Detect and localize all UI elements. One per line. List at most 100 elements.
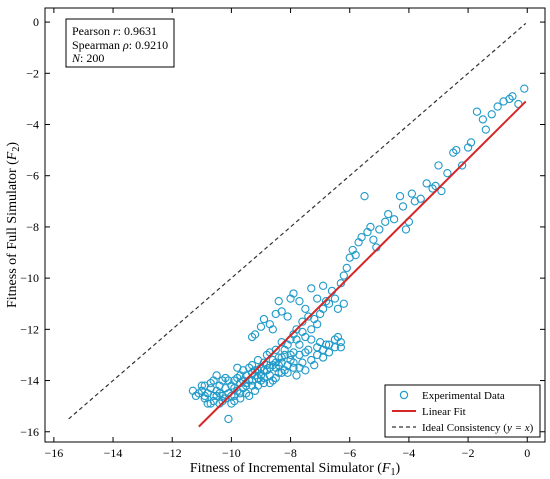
data-point xyxy=(330,335,340,344)
data-point xyxy=(416,194,425,203)
data-point xyxy=(265,363,275,372)
data-point xyxy=(295,363,304,372)
data-point xyxy=(360,192,369,201)
data-point xyxy=(336,343,346,352)
data-point xyxy=(342,263,351,273)
data-point xyxy=(268,325,277,334)
y-tick-label: −14 xyxy=(20,374,39,388)
data-point xyxy=(339,299,348,308)
data-point xyxy=(209,376,218,385)
data-point xyxy=(398,202,408,211)
legend-label-data: Experimental Data xyxy=(422,390,505,402)
data-point xyxy=(466,138,476,147)
data-point xyxy=(324,299,334,308)
data-point xyxy=(375,225,384,234)
experimental-data-points xyxy=(188,84,529,424)
data-point xyxy=(395,192,405,201)
data-point xyxy=(224,414,233,424)
y-tick-label: −8 xyxy=(26,220,39,234)
data-point xyxy=(242,381,251,390)
data-point xyxy=(493,102,502,111)
x-tick-label: −10 xyxy=(222,446,241,460)
x-tick-label: −16 xyxy=(44,446,63,460)
data-point xyxy=(357,233,366,242)
x-tick-label: 0 xyxy=(524,446,530,460)
data-point xyxy=(274,297,283,306)
legend: Experimental Data Linear Fit Ideal Consi… xyxy=(384,384,541,438)
y-tick-label: −6 xyxy=(26,169,39,183)
data-point xyxy=(401,225,411,234)
data-point xyxy=(200,391,209,401)
data-point xyxy=(336,279,346,288)
x-tick-label: −6 xyxy=(343,446,356,460)
data-point xyxy=(259,373,269,383)
data-point xyxy=(236,371,245,380)
data-point xyxy=(197,381,206,390)
data-point xyxy=(271,373,280,383)
stats-box: Pearson r: 0.9631 Spearman ρ: 0.9210 N: … xyxy=(65,18,175,68)
data-point xyxy=(301,304,310,314)
data-point xyxy=(271,345,280,354)
data-point xyxy=(324,340,334,349)
data-point xyxy=(298,317,307,326)
x-axis-label: Fitness of Incremental Simulator (F1) xyxy=(190,461,401,478)
y-axis-label: Fitness of Full Simulator (F2) xyxy=(5,142,22,308)
data-point xyxy=(292,335,301,344)
ideal-line xyxy=(68,22,527,420)
data-point xyxy=(313,294,322,303)
legend-marker-icon xyxy=(399,390,409,400)
data-point xyxy=(366,222,375,232)
n-stat: N: 200 xyxy=(71,51,104,65)
data-point xyxy=(351,250,360,260)
pearson-stat: Pearson r: 0.9631 xyxy=(72,24,157,38)
data-point xyxy=(250,330,260,339)
data-point xyxy=(289,289,298,298)
data-point xyxy=(292,371,301,380)
data-point xyxy=(277,368,286,378)
data-point xyxy=(271,309,280,319)
data-point xyxy=(295,297,304,306)
data-point xyxy=(283,312,292,321)
data-point xyxy=(227,399,236,408)
data-point xyxy=(330,294,340,303)
data-point xyxy=(256,322,266,331)
y-tick-label: −2 xyxy=(26,66,39,80)
data-point xyxy=(508,92,517,101)
x-tick-label: −8 xyxy=(284,446,297,460)
data-point xyxy=(434,161,443,170)
x-tick-label: −4 xyxy=(403,446,416,460)
data-point xyxy=(212,391,221,401)
data-point xyxy=(437,186,446,196)
legend-label-ideal: Ideal Consistency (y = x) xyxy=(422,422,534,434)
data-point xyxy=(307,355,316,365)
data-point xyxy=(487,110,496,119)
data-point xyxy=(318,345,328,354)
data-point xyxy=(389,215,399,224)
data-point xyxy=(458,161,467,170)
data-point xyxy=(259,314,269,324)
linear-fit-line xyxy=(198,100,527,428)
data-point xyxy=(481,125,490,134)
data-point xyxy=(422,179,431,188)
y-tick-label: −10 xyxy=(20,271,39,285)
data-point xyxy=(472,107,482,116)
data-point xyxy=(289,358,298,367)
plot-frame xyxy=(44,7,546,443)
data-point xyxy=(218,396,227,406)
data-point xyxy=(200,381,209,390)
data-point xyxy=(206,399,215,408)
ideal-consistency-line xyxy=(68,22,527,420)
data-point xyxy=(339,271,348,280)
data-point xyxy=(265,378,275,388)
data-point xyxy=(520,84,529,93)
data-point xyxy=(307,335,316,344)
data-point xyxy=(280,345,289,354)
data-point xyxy=(407,189,417,198)
data-point xyxy=(298,327,307,337)
data-point xyxy=(443,169,452,178)
data-point xyxy=(310,314,319,324)
data-point xyxy=(315,309,325,319)
data-point xyxy=(452,145,461,155)
data-point xyxy=(318,281,328,290)
